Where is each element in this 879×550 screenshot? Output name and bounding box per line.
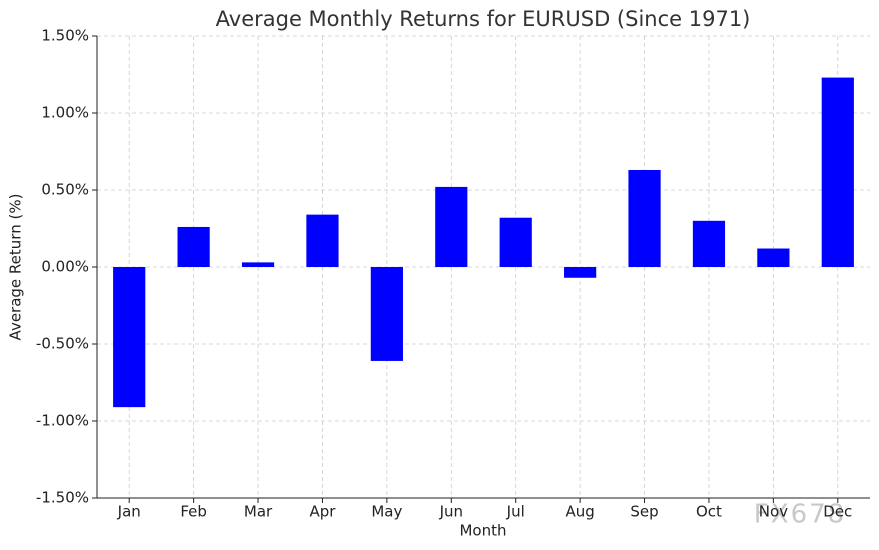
bars <box>113 77 854 408</box>
bar <box>821 77 854 267</box>
x-tick-label: Dec <box>823 503 852 521</box>
x-tick-label: Aug <box>565 503 594 521</box>
x-tick-label: Mar <box>244 503 273 521</box>
y-tick-label: 0.50% <box>41 181 89 199</box>
x-axis-label: Month <box>459 522 506 540</box>
x-tick-label: Feb <box>180 503 207 521</box>
y-tick-label: 1.00% <box>41 104 89 122</box>
y-tick-label: -1.00% <box>36 412 89 430</box>
x-tick-label: Sep <box>630 503 658 521</box>
x-tick-label: May <box>371 503 402 521</box>
x-tick-label: Jul <box>506 503 525 521</box>
bar <box>692 220 726 267</box>
bar <box>757 248 790 267</box>
y-tick-label: -0.50% <box>36 335 89 353</box>
y-tick-label: -1.50% <box>36 489 89 507</box>
bar <box>499 217 532 267</box>
bar <box>306 214 339 267</box>
y-axis-label: Average Return (%) <box>7 194 25 341</box>
y-tick-label: 1.50% <box>41 27 89 45</box>
bar <box>370 267 403 361</box>
bar <box>113 267 146 408</box>
y-tick-label: 0.00% <box>41 258 89 276</box>
bar <box>628 169 661 267</box>
x-tick-label: Apr <box>309 503 336 521</box>
x-tick-label: Oct <box>696 503 722 521</box>
x-tick-label: Jun <box>439 503 463 521</box>
x-tick-label: Nov <box>759 503 788 521</box>
chart-title: Average Monthly Returns for EURUSD (Sinc… <box>216 7 751 31</box>
watermark: FX678 <box>754 500 846 530</box>
bar <box>435 186 468 267</box>
grid <box>97 35 870 499</box>
bar <box>564 267 597 278</box>
x-tick-label: Jan <box>117 503 141 521</box>
bar <box>241 262 275 267</box>
bar <box>177 226 210 267</box>
